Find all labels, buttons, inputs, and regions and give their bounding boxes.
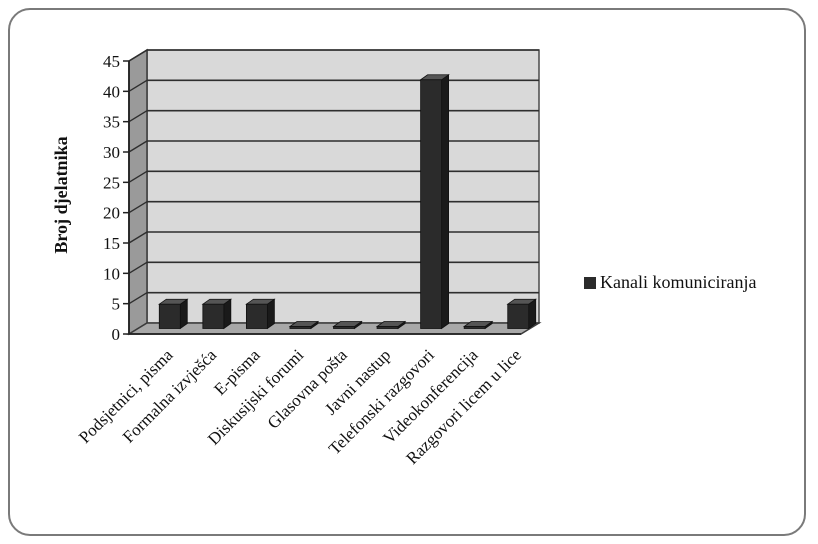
y-tick-label: 25 [103, 173, 120, 192]
y-tick-label: 0 [112, 325, 121, 344]
gridline-side [128, 231, 148, 244]
bar-front [245, 303, 268, 329]
bar-front [420, 79, 443, 329]
bar-front [463, 326, 486, 329]
bar [375, 320, 407, 330]
bar-front [202, 303, 225, 329]
y-tick-label: 40 [103, 82, 120, 101]
y-tick-label: 35 [103, 113, 120, 132]
y-tick-label: 5 [112, 295, 121, 314]
gridline-side [128, 140, 148, 153]
bar-side [441, 73, 450, 330]
y-tick-label: 15 [103, 234, 120, 253]
bar-front [289, 326, 312, 329]
gridline-side [128, 49, 148, 62]
gridline-side [128, 170, 148, 183]
plot-area [126, 48, 542, 336]
gridline-side [128, 79, 148, 92]
bar [158, 298, 189, 330]
bar-front [333, 326, 355, 329]
axes [123, 60, 521, 335]
gridline-side [128, 261, 148, 274]
bar-front [376, 326, 399, 329]
gridline-side [128, 110, 148, 123]
bar [462, 320, 494, 330]
gridline-side [128, 201, 148, 214]
legend: Kanali komuniciranja [584, 272, 756, 292]
y-tick-label: 20 [103, 204, 120, 223]
y-tick-labels: 0 5 10 15 20 25 30 35 40 45 [103, 52, 120, 344]
bar [332, 320, 363, 330]
y-axis-title: Broj djelatnika [51, 136, 71, 253]
y-tick-label: 10 [103, 264, 120, 283]
y-tick-label: 30 [103, 143, 120, 162]
bar-front [158, 303, 181, 329]
gridlines [128, 49, 539, 305]
bar [288, 320, 320, 330]
bar [245, 298, 276, 330]
gridline-side [128, 292, 148, 305]
bar [201, 298, 233, 330]
bars [158, 73, 537, 330]
legend-swatch [584, 277, 596, 289]
bar [419, 73, 450, 330]
bar-front [507, 303, 530, 329]
y-tick-label: 45 [103, 52, 120, 71]
side-wall [128, 48, 148, 336]
bar [506, 298, 537, 330]
back-wall [146, 49, 540, 324]
legend-label: Kanali komuniciranja [600, 272, 756, 292]
